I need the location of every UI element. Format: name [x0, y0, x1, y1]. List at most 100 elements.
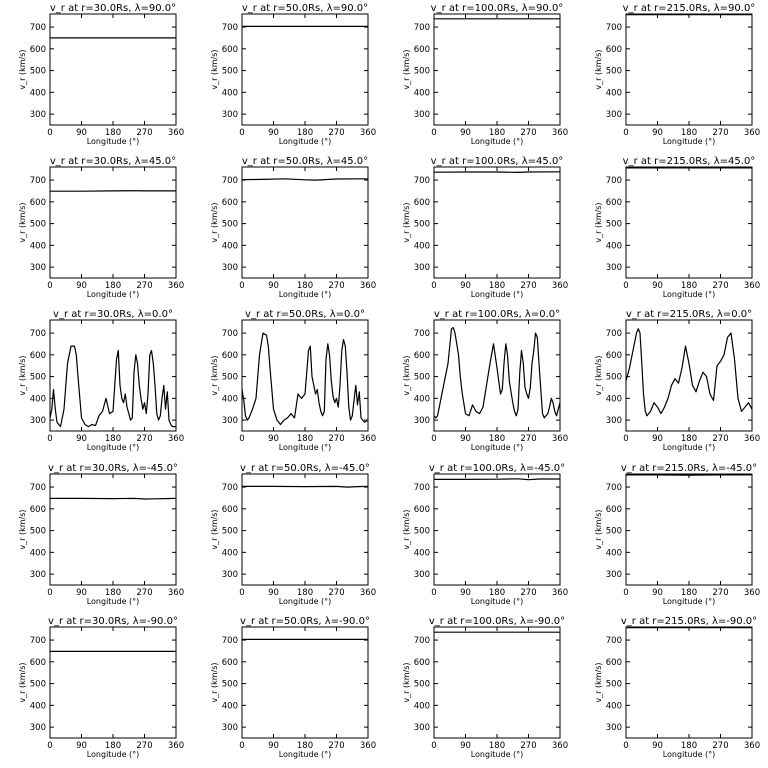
y-axis-label: v_r (km/s) — [18, 662, 27, 702]
y-tick-label: 500 — [222, 220, 238, 230]
y-tick-label: 600 — [414, 351, 430, 361]
panel-18: v_r at r=50.0Rs, λ=-90.0° 0 90 180 270 360 300… — [210, 616, 376, 759]
panel-title: v_r at r=30.0Rs, λ=90.0° — [50, 3, 176, 14]
y-tick-label: 500 — [222, 373, 238, 383]
panel-title: v_r at r=50.0Rs, λ=0.0° — [245, 309, 365, 320]
y-tick-label: 600 — [414, 658, 430, 668]
y-tick-label: 700 — [414, 329, 430, 339]
x-tick-label: 270 — [136, 434, 152, 444]
y-tick-label: 300 — [222, 416, 238, 426]
y-tick-label: 400 — [222, 548, 238, 558]
x-tick-label: 90 — [76, 281, 87, 291]
x-tick-label: 180 — [297, 588, 313, 598]
panel-12: v_r at r=215.0Rs, λ=0.0° 0 90 180 270 360 300 4… — [594, 309, 760, 452]
panel-title: v_r at r=215.0Rs, λ=-90.0° — [621, 616, 757, 627]
y-tick-label: 300 — [222, 570, 238, 580]
x-tick-label: 270 — [520, 741, 536, 751]
x-tick-label: 180 — [297, 434, 313, 444]
x-tick-label: 0 — [431, 741, 436, 751]
x-tick-label: 0 — [239, 281, 244, 291]
y-tick-label: 500 — [414, 67, 430, 77]
y-axis-label: v_r (km/s) — [594, 662, 603, 702]
plot-frame — [433, 626, 561, 739]
y-tick-label: 400 — [414, 394, 430, 404]
x-tick-label: 90 — [460, 741, 471, 751]
x-axis-label: Longitude (°) — [471, 597, 524, 606]
y-tick-label: 600 — [606, 505, 622, 515]
y-tick-label: 500 — [30, 373, 46, 383]
y-axis-label: v_r (km/s) — [402, 509, 411, 549]
x-axis-label: Longitude (°) — [87, 750, 140, 759]
y-tick-label: 400 — [222, 88, 238, 98]
y-tick-label: 700 — [30, 636, 46, 646]
panel-15: v_r at r=100.0Rs, λ=-45.0° 0 90 180 270 360 30… — [402, 463, 568, 606]
y-tick-label: 300 — [606, 263, 622, 273]
y-tick-label: 400 — [30, 548, 46, 558]
y-tick-label: 700 — [222, 176, 238, 186]
x-tick-label: 90 — [76, 128, 87, 138]
panel-title: v_r at r=30.0Rs, λ=0.0° — [53, 309, 173, 320]
y-tick-label: 300 — [606, 110, 622, 120]
y-tick-label: 600 — [222, 505, 238, 515]
y-tick-label: 400 — [606, 241, 622, 251]
x-tick-label: 360 — [552, 434, 568, 444]
x-tick-label: 0 — [47, 128, 52, 138]
x-axis-label: Longitude (°) — [279, 137, 332, 146]
y-tick-label: 300 — [414, 723, 430, 733]
panel-7: v_r at r=100.0Rs, λ=45.0° 0 90 180 270 360 300… — [402, 156, 568, 299]
plot-frame — [433, 319, 561, 432]
x-tick-label: 0 — [239, 128, 244, 138]
y-axis-label: v_r (km/s) — [594, 202, 603, 242]
plot-frame — [241, 13, 369, 126]
y-tick-label: 300 — [30, 263, 46, 273]
plot-frame — [433, 13, 561, 126]
x-tick-label: 180 — [105, 281, 121, 291]
x-tick-label: 0 — [47, 434, 52, 444]
x-tick-label: 90 — [460, 281, 471, 291]
y-tick-label: 400 — [222, 241, 238, 251]
y-axis-label: v_r (km/s) — [18, 509, 27, 549]
x-tick-label: 180 — [297, 281, 313, 291]
panel-1: v_r at r=30.0Rs, λ=90.0° 0 90 180 270 360 300 4… — [18, 3, 184, 146]
y-tick-label: 700 — [222, 23, 238, 33]
x-tick-label: 180 — [105, 434, 121, 444]
y-tick-label: 600 — [606, 658, 622, 668]
y-tick-label: 500 — [414, 527, 430, 537]
x-tick-label: 360 — [744, 281, 760, 291]
y-tick-label: 600 — [414, 198, 430, 208]
y-axis-label: v_r (km/s) — [594, 49, 603, 89]
x-tick-label: 360 — [168, 434, 184, 444]
series-line — [50, 497, 177, 500]
x-tick-label: 0 — [47, 588, 52, 598]
x-tick-label: 0 — [623, 434, 628, 444]
series-line — [433, 171, 561, 173]
x-tick-label: 360 — [552, 281, 568, 291]
x-tick-label: 0 — [431, 588, 436, 598]
x-tick-label: 180 — [681, 588, 697, 598]
panel-title: v_r at r=100.0Rs, λ=-45.0° — [429, 463, 565, 474]
x-axis-label: Longitude (°) — [279, 597, 332, 606]
x-tick-label: 360 — [552, 588, 568, 598]
y-tick-label: 700 — [30, 329, 46, 339]
plot-frame — [625, 319, 753, 432]
y-tick-label: 600 — [30, 198, 46, 208]
plot-frame — [49, 626, 177, 739]
y-tick-label: 700 — [606, 636, 622, 646]
x-axis-label: Longitude (°) — [663, 750, 716, 759]
panel-title: v_r at r=100.0Rs, λ=0.0° — [434, 309, 560, 320]
x-tick-label: 0 — [239, 588, 244, 598]
x-tick-label: 180 — [681, 434, 697, 444]
x-tick-label: 90 — [652, 741, 663, 751]
x-tick-label: 90 — [652, 281, 663, 291]
plot-frame — [625, 166, 753, 279]
x-tick-label: 180 — [489, 281, 505, 291]
x-tick-label: 180 — [105, 588, 121, 598]
x-tick-label: 360 — [168, 281, 184, 291]
x-tick-label: 180 — [681, 741, 697, 751]
x-tick-label: 0 — [239, 434, 244, 444]
x-tick-label: 180 — [297, 741, 313, 751]
panel-title: v_r at r=30.0Rs, λ=45.0° — [50, 156, 176, 167]
y-tick-label: 500 — [30, 527, 46, 537]
y-axis-label: v_r (km/s) — [18, 202, 27, 242]
